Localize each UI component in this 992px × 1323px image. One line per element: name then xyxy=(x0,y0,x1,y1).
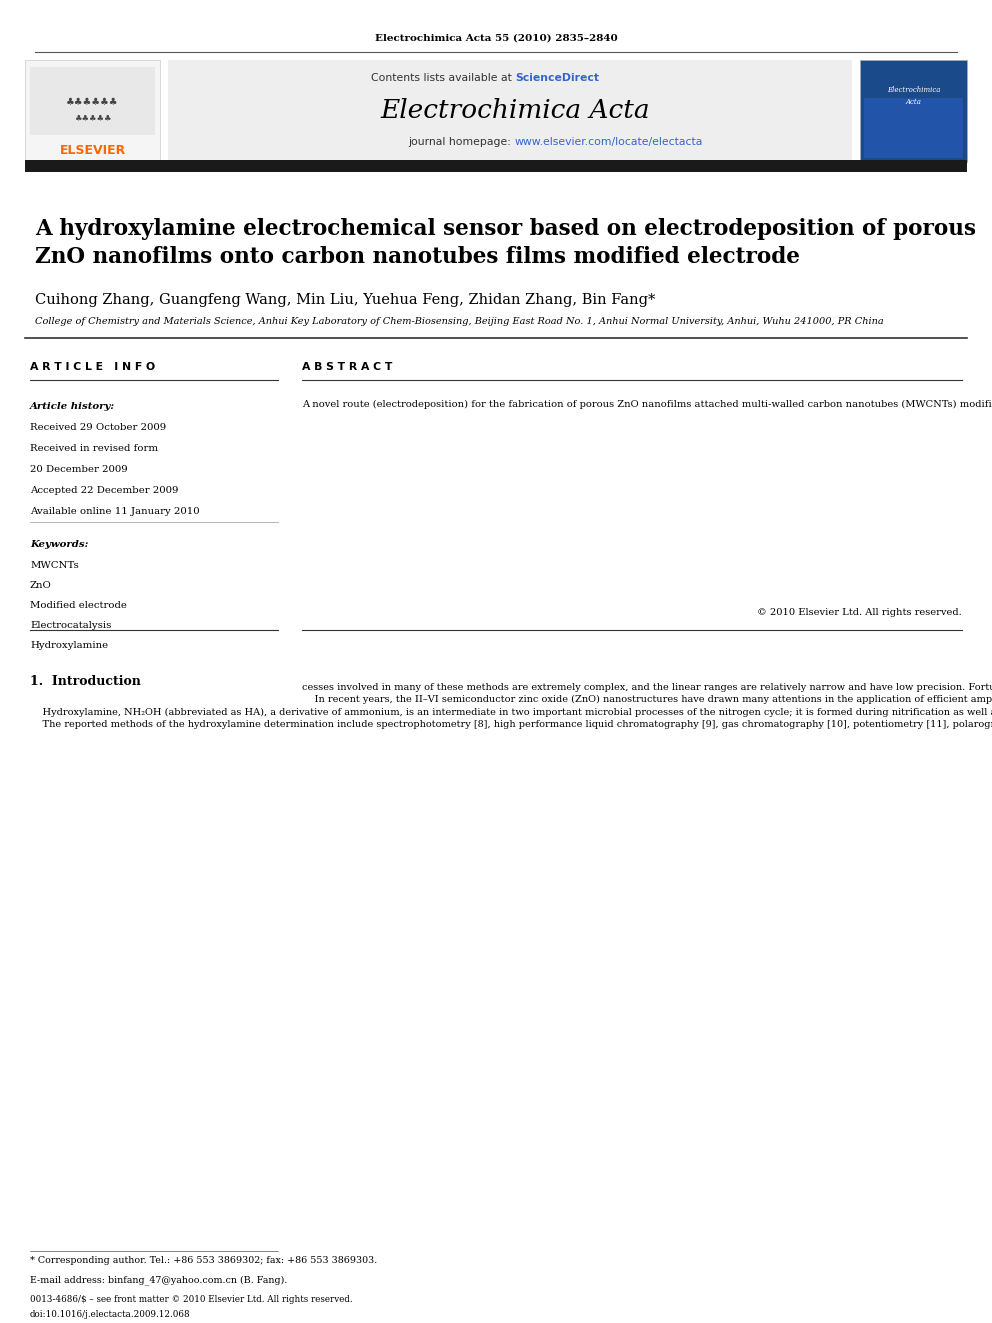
Text: Electrochimica Acta: Electrochimica Acta xyxy=(380,98,650,123)
Text: Electrochimica: Electrochimica xyxy=(887,86,940,94)
Text: Received 29 October 2009: Received 29 October 2009 xyxy=(30,423,166,433)
Text: Acta: Acta xyxy=(906,98,922,106)
FancyBboxPatch shape xyxy=(860,60,967,161)
Text: © 2010 Elsevier Ltd. All rights reserved.: © 2010 Elsevier Ltd. All rights reserved… xyxy=(757,609,962,617)
Text: Received in revised form: Received in revised form xyxy=(30,445,158,452)
Bar xyxy=(864,98,963,157)
Text: Modified electrode: Modified electrode xyxy=(30,601,127,610)
Text: doi:10.1016/j.electacta.2009.12.068: doi:10.1016/j.electacta.2009.12.068 xyxy=(30,1310,190,1319)
FancyBboxPatch shape xyxy=(168,60,852,161)
Text: 1.  Introduction: 1. Introduction xyxy=(30,675,141,688)
Text: Accepted 22 December 2009: Accepted 22 December 2009 xyxy=(30,486,179,495)
Text: 0013-4686/$ – see front matter © 2010 Elsevier Ltd. All rights reserved.: 0013-4686/$ – see front matter © 2010 El… xyxy=(30,1295,352,1304)
Text: A B S T R A C T: A B S T R A C T xyxy=(302,363,393,372)
Text: Article history:: Article history: xyxy=(30,402,115,411)
Text: E-mail address: binfang_47@yahoo.com.cn (B. Fang).: E-mail address: binfang_47@yahoo.com.cn … xyxy=(30,1275,288,1285)
Text: * Corresponding author. Tel.: +86 553 3869302; fax: +86 553 3869303.: * Corresponding author. Tel.: +86 553 38… xyxy=(30,1256,377,1265)
Text: A R T I C L E   I N F O: A R T I C L E I N F O xyxy=(30,363,155,372)
Bar xyxy=(25,160,967,172)
Text: College of Chemistry and Materials Science, Anhui Key Laboratory of Chem-Biosens: College of Chemistry and Materials Scien… xyxy=(35,318,884,325)
Text: 20 December 2009: 20 December 2009 xyxy=(30,464,128,474)
Bar xyxy=(30,67,155,135)
Text: Hydroxylamine, NH₂OH (abbreviated as HA), a derivative of ammonium, is an interm: Hydroxylamine, NH₂OH (abbreviated as HA)… xyxy=(30,708,992,729)
Text: journal homepage:: journal homepage: xyxy=(409,138,515,147)
Text: Keywords:: Keywords: xyxy=(30,540,88,549)
Text: Cuihong Zhang, Guangfeng Wang, Min Liu, Yuehua Feng, Zhidan Zhang, Bin Fang*: Cuihong Zhang, Guangfeng Wang, Min Liu, … xyxy=(35,292,656,307)
Text: A hydroxylamine electrochemical sensor based on electrodeposition of porous
ZnO : A hydroxylamine electrochemical sensor b… xyxy=(35,218,976,269)
Text: MWCNTs: MWCNTs xyxy=(30,561,78,570)
Text: A novel route (electrodeposition) for the fabrication of porous ZnO nanofilms at: A novel route (electrodeposition) for th… xyxy=(302,400,992,409)
Text: www.elsevier.com/locate/electacta: www.elsevier.com/locate/electacta xyxy=(515,138,703,147)
Text: ZnO: ZnO xyxy=(30,581,52,590)
Text: ♣♣♣♣♣♣: ♣♣♣♣♣♣ xyxy=(66,97,119,107)
Text: Contents lists available at: Contents lists available at xyxy=(371,73,515,83)
Text: Available online 11 January 2010: Available online 11 January 2010 xyxy=(30,507,199,516)
Text: Hydroxylamine: Hydroxylamine xyxy=(30,642,108,650)
Text: ♣♣♣♣♣: ♣♣♣♣♣ xyxy=(73,114,111,123)
Text: ScienceDirect: ScienceDirect xyxy=(515,73,599,83)
FancyBboxPatch shape xyxy=(25,60,160,161)
Text: Electrochimica Acta 55 (2010) 2835–2840: Electrochimica Acta 55 (2010) 2835–2840 xyxy=(375,33,617,42)
Text: ELSEVIER: ELSEVIER xyxy=(60,143,126,156)
Text: Electrocatalysis: Electrocatalysis xyxy=(30,620,111,630)
Text: cesses involved in many of these methods are extremely complex, and the linear r: cesses involved in many of these methods… xyxy=(302,683,992,704)
